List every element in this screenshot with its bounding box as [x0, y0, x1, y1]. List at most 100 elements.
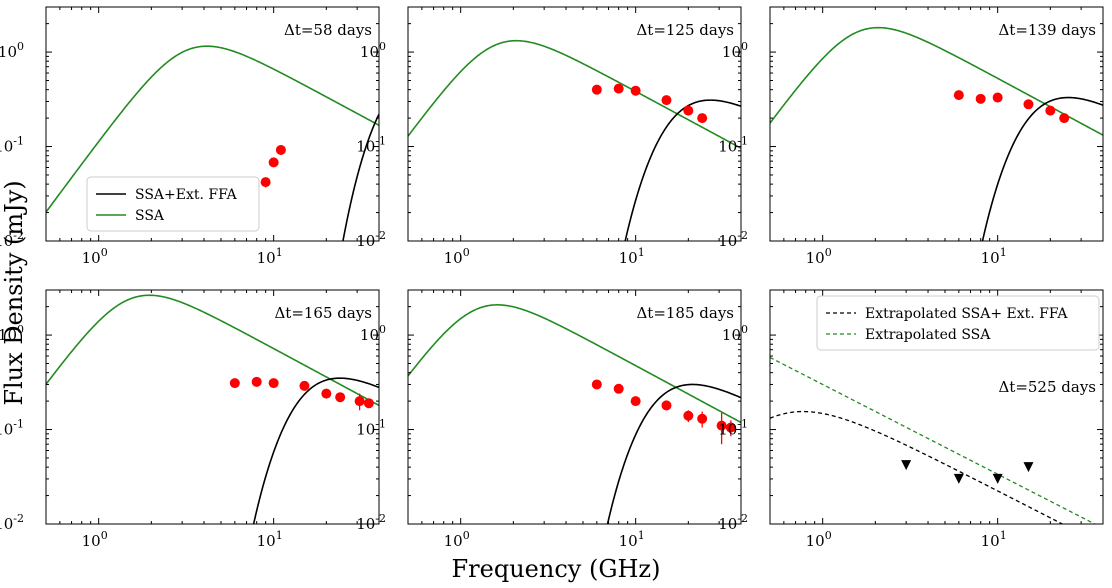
data-point: [299, 380, 310, 391]
data-point: [661, 95, 672, 106]
data-point: [251, 376, 262, 387]
y-tick-exponent: 0: [741, 323, 748, 336]
y-tick-label: 10-1: [718, 418, 748, 439]
x-axis-label: Frequency (GHz): [452, 555, 661, 583]
x-tick-base: 10: [619, 532, 638, 550]
y-tick-exponent: -1: [737, 135, 748, 148]
legend-label: SSA+Ext. FFA: [135, 187, 238, 203]
x-tick-base: 10: [806, 249, 825, 267]
y-tick-base: 10: [0, 43, 17, 61]
x-tick-label: 100: [444, 529, 470, 550]
y-tick-label: 10-1: [0, 135, 24, 156]
upper-limit-marker: [901, 460, 912, 471]
data-point: [275, 144, 286, 155]
x-tick-exponent: 0: [101, 529, 108, 542]
x-tick-label: 100: [444, 246, 470, 267]
data-point: [630, 85, 641, 96]
y-tick-base: 10: [356, 515, 375, 533]
y-tick-base: 10: [718, 515, 737, 533]
y-tick-label: 10-1: [0, 418, 24, 439]
data-point: [992, 92, 1003, 103]
y-tick-label: 10-2: [718, 229, 748, 250]
axes-frame: [769, 289, 1104, 525]
y-tick-label: 100: [0, 323, 24, 344]
y-tick-exponent: 0: [17, 40, 24, 53]
x-tick-label: 100: [82, 529, 108, 550]
y-tick-base: 10: [0, 138, 13, 156]
x-tick-base: 10: [619, 249, 638, 267]
data-point: [716, 420, 727, 431]
extrapolated-ssa-curve: [770, 356, 1097, 524]
x-tick-exponent: 1: [638, 529, 645, 542]
y-tick-base: 10: [0, 515, 13, 533]
x-tick-base: 10: [981, 532, 1000, 550]
y-tick-exponent: -2: [737, 229, 748, 242]
x-tick-base: 10: [444, 249, 463, 267]
data-point: [725, 422, 736, 433]
data-point: [697, 113, 708, 124]
data-point: [321, 388, 332, 399]
x-tick-label: 101: [257, 246, 283, 267]
ssa-ffa-curve: [252, 377, 379, 524]
ssa-ffa-curve: [981, 96, 1103, 241]
panel-annotation: Δt=139 days: [998, 21, 1096, 39]
plot-area: [46, 294, 379, 524]
ssa-curve: [770, 26, 1103, 136]
data-point: [591, 84, 602, 95]
x-tick-label: 100: [806, 529, 832, 550]
x-tick-label: 100: [806, 246, 832, 267]
x-tick-label: 101: [981, 529, 1007, 550]
y-tick-label: 10-2: [356, 229, 386, 250]
data-point: [630, 396, 641, 407]
data-point: [335, 392, 346, 403]
legend-label: Extrapolated SSA: [865, 327, 991, 343]
x-tick-base: 10: [981, 249, 1000, 267]
legend-label: SSA: [135, 208, 165, 224]
y-tick-exponent: -1: [13, 418, 24, 431]
y-tick-base: 10: [0, 326, 17, 344]
x-tick-exponent: 1: [1000, 246, 1007, 259]
y-tick-exponent: -1: [737, 418, 748, 431]
y-tick-exponent: -2: [737, 512, 748, 525]
y-tick-base: 10: [722, 43, 741, 61]
panel-annotation: Δt=58 days: [284, 21, 372, 39]
ssa-curve: [408, 304, 741, 424]
x-tick-base: 10: [444, 532, 463, 550]
y-tick-exponent: -1: [375, 135, 386, 148]
x-tick-exponent: 0: [463, 246, 470, 259]
x-tick-exponent: 1: [638, 246, 645, 259]
x-tick-label: 101: [619, 529, 645, 550]
y-tick-label: 100: [722, 40, 748, 61]
y-tick-label: 10-2: [0, 512, 24, 533]
y-tick-label: 10-2: [356, 512, 386, 533]
upper-limit-marker: [1023, 462, 1034, 473]
data-point: [229, 378, 240, 389]
y-tick-base: 10: [360, 43, 379, 61]
data-point: [613, 83, 624, 94]
y-tick-base: 10: [718, 421, 737, 439]
x-tick-label: 101: [257, 529, 283, 550]
data-point: [268, 378, 279, 389]
extrapolated-ssa-ffa-curve: [770, 410, 1064, 524]
panel-annotation: Δt=125 days: [636, 21, 734, 39]
y-tick-label: 100: [722, 323, 748, 344]
data-point: [1045, 105, 1056, 116]
ssa-curve: [46, 294, 379, 407]
legend-label: Extrapolated SSA+ Ext. FFA: [865, 306, 1068, 322]
data-point: [697, 413, 708, 424]
axes-frame: [45, 6, 380, 242]
x-tick-exponent: 1: [1000, 529, 1007, 542]
data-point: [953, 90, 964, 101]
y-tick-label: 10-2: [718, 512, 748, 533]
data-point: [683, 410, 694, 421]
y-tick-exponent: 0: [379, 40, 386, 53]
y-tick-label: 100: [360, 323, 386, 344]
plot-area: [46, 45, 379, 241]
x-tick-exponent: 0: [825, 246, 832, 259]
panel-annotation: Δt=165 days: [274, 304, 372, 322]
